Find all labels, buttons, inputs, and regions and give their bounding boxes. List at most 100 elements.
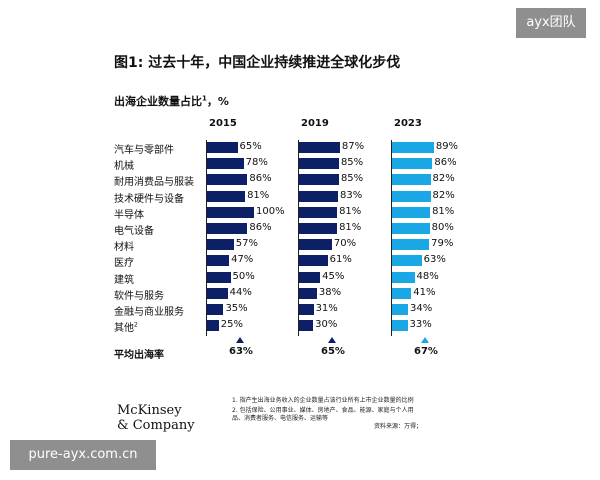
value-label-2015-4: 100%	[256, 205, 285, 217]
bar-2023-8	[392, 271, 415, 283]
value-label-2015-5: 86%	[249, 222, 272, 233]
value-label-2023-0: 89%	[435, 141, 459, 152]
year-header-2023: 2023	[394, 118, 422, 129]
value-label-2015-9: 44%	[229, 286, 252, 298]
bar-2019-8	[299, 271, 321, 283]
bar-2019-11	[299, 320, 314, 332]
bar-2023-5	[392, 223, 430, 234]
axis-line-2023	[391, 140, 392, 337]
bar-2023-9	[392, 287, 412, 299]
value-label-2019-9: 38%	[318, 286, 342, 298]
bar-2019-10	[299, 304, 314, 315]
average-marker-2015	[236, 337, 244, 343]
year-header-2015: 2015	[209, 118, 237, 129]
value-label-2015-2: 86%	[249, 173, 272, 185]
bar-2023-4	[392, 206, 431, 218]
value-label-2015-7: 47%	[231, 254, 254, 266]
category-label-11: 其他2	[114, 321, 138, 335]
value-label-2019-1: 85%	[340, 157, 364, 169]
value-label-2023-3: 82%	[432, 189, 455, 201]
value-label-2019-10: 31%	[315, 303, 338, 314]
value-label-2023-8: 48%	[416, 270, 439, 282]
bar-2023-10	[392, 304, 408, 315]
bar-2019-1	[299, 158, 339, 170]
bar-2023-11	[392, 320, 408, 332]
bar-2015-0	[207, 142, 238, 153]
category-label-4: 半导体	[114, 209, 144, 221]
value-label-2019-11: 30%	[315, 319, 338, 331]
value-label-2023-10: 34%	[409, 303, 433, 314]
logo-line-2: & Company	[117, 418, 195, 433]
value-label-2019-8: 45%	[322, 270, 345, 282]
axis-line-2015	[206, 140, 207, 337]
category-label-0: 汽车与零部件	[114, 145, 174, 156]
bar-2015-7	[207, 255, 230, 267]
bar-2019-5	[299, 223, 338, 234]
category-label-1: 机械	[114, 161, 134, 173]
bar-2015-1	[207, 158, 244, 170]
bar-2019-6	[299, 239, 332, 251]
bar-2015-10	[207, 304, 224, 315]
average-value-2023: 67%	[414, 346, 438, 357]
average-marker-2023	[421, 337, 429, 343]
bar-2023-7	[392, 255, 422, 267]
logo-line-1: McKinsey	[117, 403, 182, 418]
bar-2015-6	[207, 239, 234, 251]
category-label-2: 耐用消费品与服装	[114, 177, 194, 189]
category-label-7: 医疗	[114, 258, 134, 270]
chart-subtitle: 出海企业数量占比1，%	[114, 93, 229, 109]
value-label-2023-4: 81%	[432, 205, 455, 217]
average-value-2015: 63%	[229, 346, 253, 357]
average-label: 平均出海率	[114, 350, 164, 361]
bar-2023-3	[392, 190, 431, 202]
value-label-2019-4: 81%	[339, 205, 362, 217]
bar-2015-9	[207, 287, 228, 299]
bar-2015-8	[207, 271, 231, 283]
value-label-2019-2: 85%	[340, 173, 364, 185]
value-label-2023-9: 41%	[413, 286, 436, 298]
bar-2015-11	[207, 320, 219, 332]
category-footnote-mark: 2	[134, 321, 138, 329]
value-label-2015-6: 57%	[235, 238, 259, 250]
source-note: 资料来源：万得；	[374, 423, 423, 430]
footnote-2: 2. 包括保险、公用事业、媒体、房地产、食品、能源、家庭与个人用	[232, 407, 414, 414]
value-label-2019-6: 70%	[333, 238, 357, 250]
chart-title: 图1: 过去十年，中国企业持续推进全球化步伐	[114, 55, 401, 71]
value-label-2019-3: 83%	[340, 189, 363, 201]
value-label-2023-6: 79%	[431, 238, 454, 250]
value-label-2015-0: 65%	[239, 141, 262, 152]
value-label-2019-0: 87%	[341, 141, 365, 152]
axis-line-2019	[298, 140, 299, 337]
bar-2019-4	[299, 206, 338, 218]
footnote-2-cont: 品、消费者服务、电信服务、运输等	[232, 415, 329, 422]
subtitle-text: 出海企业数量占比	[114, 95, 202, 108]
bar-2015-4	[207, 206, 254, 218]
bar-2023-2	[392, 174, 431, 186]
value-label-2015-3: 81%	[247, 189, 270, 201]
bar-2019-0	[299, 142, 340, 153]
value-label-2023-7: 63%	[423, 254, 446, 266]
category-label-6: 材料	[114, 242, 134, 254]
value-label-2019-7: 61%	[329, 254, 352, 266]
watermark-bottom: pure-ayx.com.cn	[10, 440, 156, 470]
bar-2015-5	[207, 223, 248, 234]
value-label-2015-11: 25%	[220, 319, 243, 331]
bar-2019-2	[299, 174, 339, 186]
bar-2019-7	[299, 255, 328, 267]
value-label-2015-1: 78%	[245, 157, 268, 169]
value-label-2023-5: 80%	[431, 222, 454, 233]
bar-2023-1	[392, 158, 433, 170]
watermark-top: ayx团队	[516, 8, 586, 38]
average-value-2019: 65%	[321, 346, 345, 357]
bar-2019-3	[299, 190, 338, 202]
subtitle-footnote-mark: 1	[202, 94, 207, 103]
bar-2023-6	[392, 239, 430, 251]
footnote-1: 1. 指产生出海业务收入的企业数量占该行业所有上市企业数量的比例	[232, 397, 414, 404]
value-label-2015-8: 50%	[232, 270, 255, 282]
subtitle-unit: ，%	[206, 95, 229, 108]
year-header-2019: 2019	[301, 118, 329, 129]
value-label-2015-10: 35%	[225, 303, 248, 314]
bar-2023-0	[392, 142, 434, 153]
category-label-3: 技术硬件与设备	[114, 193, 184, 205]
value-label-2019-5: 81%	[339, 222, 362, 233]
